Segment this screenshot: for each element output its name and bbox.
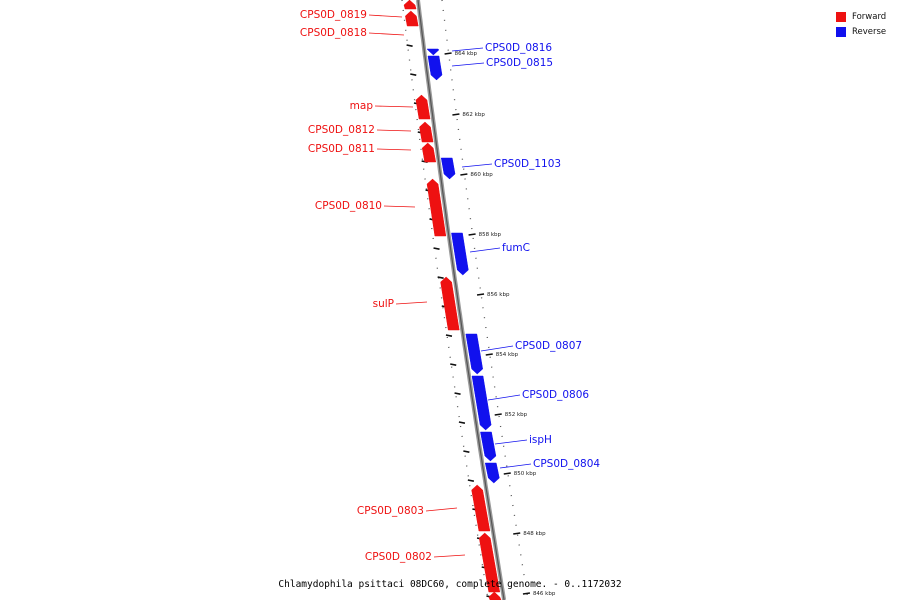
left-tick bbox=[458, 421, 466, 424]
left-tick bbox=[463, 450, 470, 453]
reverse-leader-line bbox=[461, 163, 493, 168]
forward-gene-label: CPS0D_0819 bbox=[300, 9, 367, 21]
forward-gene bbox=[421, 142, 437, 163]
reverse-gene-label: ispH bbox=[529, 434, 552, 446]
reverse-gene-label: CPS0D_0815 bbox=[486, 57, 553, 69]
forward-gene-label: CPS0D_0803 bbox=[357, 505, 424, 517]
kbp-label: 856 kbp bbox=[487, 292, 510, 298]
forward-leader-line bbox=[368, 14, 403, 18]
kbp-tick bbox=[485, 353, 493, 356]
left-tick bbox=[410, 73, 417, 76]
reverse-swatch bbox=[836, 26, 846, 37]
left-tick bbox=[437, 276, 444, 279]
forward-leader-line bbox=[425, 507, 458, 512]
forward-leader-line bbox=[376, 148, 412, 151]
forward-swatch bbox=[836, 11, 846, 22]
forward-gene bbox=[415, 94, 431, 120]
reverse-gene bbox=[427, 55, 443, 81]
kbp-tick bbox=[476, 293, 485, 296]
kbp-label: 850 kbp bbox=[514, 471, 537, 477]
forward-gene-label: CPS0D_0812 bbox=[308, 124, 375, 136]
legend: Forward Reverse bbox=[836, 9, 892, 39]
forward-gene bbox=[419, 121, 434, 143]
reverse-gene bbox=[471, 375, 492, 431]
forward-gene-label: CPS0D_0818 bbox=[300, 27, 367, 39]
forward-leader-line bbox=[395, 301, 428, 305]
reverse-leader-line bbox=[451, 47, 484, 52]
left-tick bbox=[467, 479, 475, 482]
kbp-label: 848 kbp bbox=[523, 531, 546, 537]
kbp-label: 846 kbp bbox=[533, 591, 556, 597]
kbp-label: 862 kbp bbox=[462, 112, 485, 118]
forward-gene-label: sulP bbox=[373, 298, 394, 310]
reverse-gene bbox=[451, 232, 469, 276]
reverse-leader-line bbox=[494, 439, 528, 445]
forward-gene-label: CPS0D_0802 bbox=[365, 551, 432, 563]
forward-leader-line bbox=[374, 105, 414, 108]
forward-dotted-lane bbox=[401, 0, 489, 600]
kbp-label: 864 kbp bbox=[455, 51, 478, 57]
kbp-label: 852 kbp bbox=[505, 412, 528, 418]
reverse-gene-label: CPS0D_0804 bbox=[533, 458, 600, 470]
forward-leader-line bbox=[433, 554, 466, 558]
kbp-tick bbox=[513, 532, 521, 535]
forward-gene bbox=[426, 178, 447, 237]
kbp-tick bbox=[503, 472, 511, 475]
reverse-gene-label: CPS0D_0806 bbox=[522, 389, 589, 401]
kbp-tick bbox=[494, 413, 502, 416]
kbp-tick bbox=[444, 52, 452, 55]
reverse-leader-line bbox=[469, 247, 501, 253]
forward-gene bbox=[478, 532, 501, 593]
forward-gene bbox=[471, 484, 491, 532]
reverse-gene bbox=[440, 157, 456, 180]
reverse-leader-line bbox=[451, 62, 485, 67]
forward-leader-line bbox=[368, 32, 405, 36]
forward-leader-line bbox=[376, 129, 412, 132]
forward-gene-label: map bbox=[350, 100, 374, 112]
kbp-label: 854 kbp bbox=[496, 352, 519, 358]
reverse-gene-label: fumC bbox=[502, 242, 530, 254]
legend-forward: Forward bbox=[836, 9, 892, 24]
reverse-gene bbox=[426, 48, 440, 56]
reverse-leader-line bbox=[499, 463, 532, 469]
forward-gene-label: CPS0D_0810 bbox=[315, 200, 382, 212]
left-tick bbox=[406, 44, 413, 47]
genome-axis-core bbox=[417, 0, 505, 600]
reverse-leader-line bbox=[480, 345, 514, 352]
genome-axis bbox=[416, 0, 507, 600]
left-tick bbox=[454, 392, 461, 395]
legend-reverse: Reverse bbox=[836, 24, 892, 39]
legend-forward-label: Forward bbox=[852, 11, 887, 22]
forward-gene bbox=[403, 0, 417, 10]
forward-gene bbox=[488, 591, 502, 600]
forward-gene bbox=[405, 10, 419, 27]
reverse-gene bbox=[465, 333, 483, 375]
reverse-gene-label: CPS0D_1103 bbox=[494, 158, 561, 170]
caption: Chlamydophila psittaci 08DC60, complete … bbox=[278, 579, 622, 590]
reverse-gene-label: CPS0D_0816 bbox=[485, 42, 552, 54]
kbp-label: 860 kbp bbox=[470, 172, 493, 178]
reverse-gene bbox=[480, 431, 497, 462]
reverse-dotted-lane bbox=[441, 0, 529, 600]
kbp-label: 858 kbp bbox=[479, 232, 502, 238]
forward-gene-label: CPS0D_0811 bbox=[308, 143, 375, 155]
kbp-tick bbox=[522, 592, 531, 595]
reverse-leader-line bbox=[487, 394, 521, 401]
reverse-gene-label: CPS0D_0807 bbox=[515, 340, 582, 352]
reverse-gene bbox=[484, 462, 500, 484]
kbp-tick bbox=[452, 113, 460, 116]
left-tick bbox=[450, 363, 457, 366]
kbp-tick bbox=[460, 173, 468, 176]
kbp-tick bbox=[468, 233, 476, 236]
left-tick bbox=[433, 247, 440, 250]
forward-gene bbox=[440, 276, 460, 331]
left-tick bbox=[445, 334, 453, 337]
forward-leader-line bbox=[383, 205, 416, 208]
legend-reverse-label: Reverse bbox=[852, 26, 887, 37]
